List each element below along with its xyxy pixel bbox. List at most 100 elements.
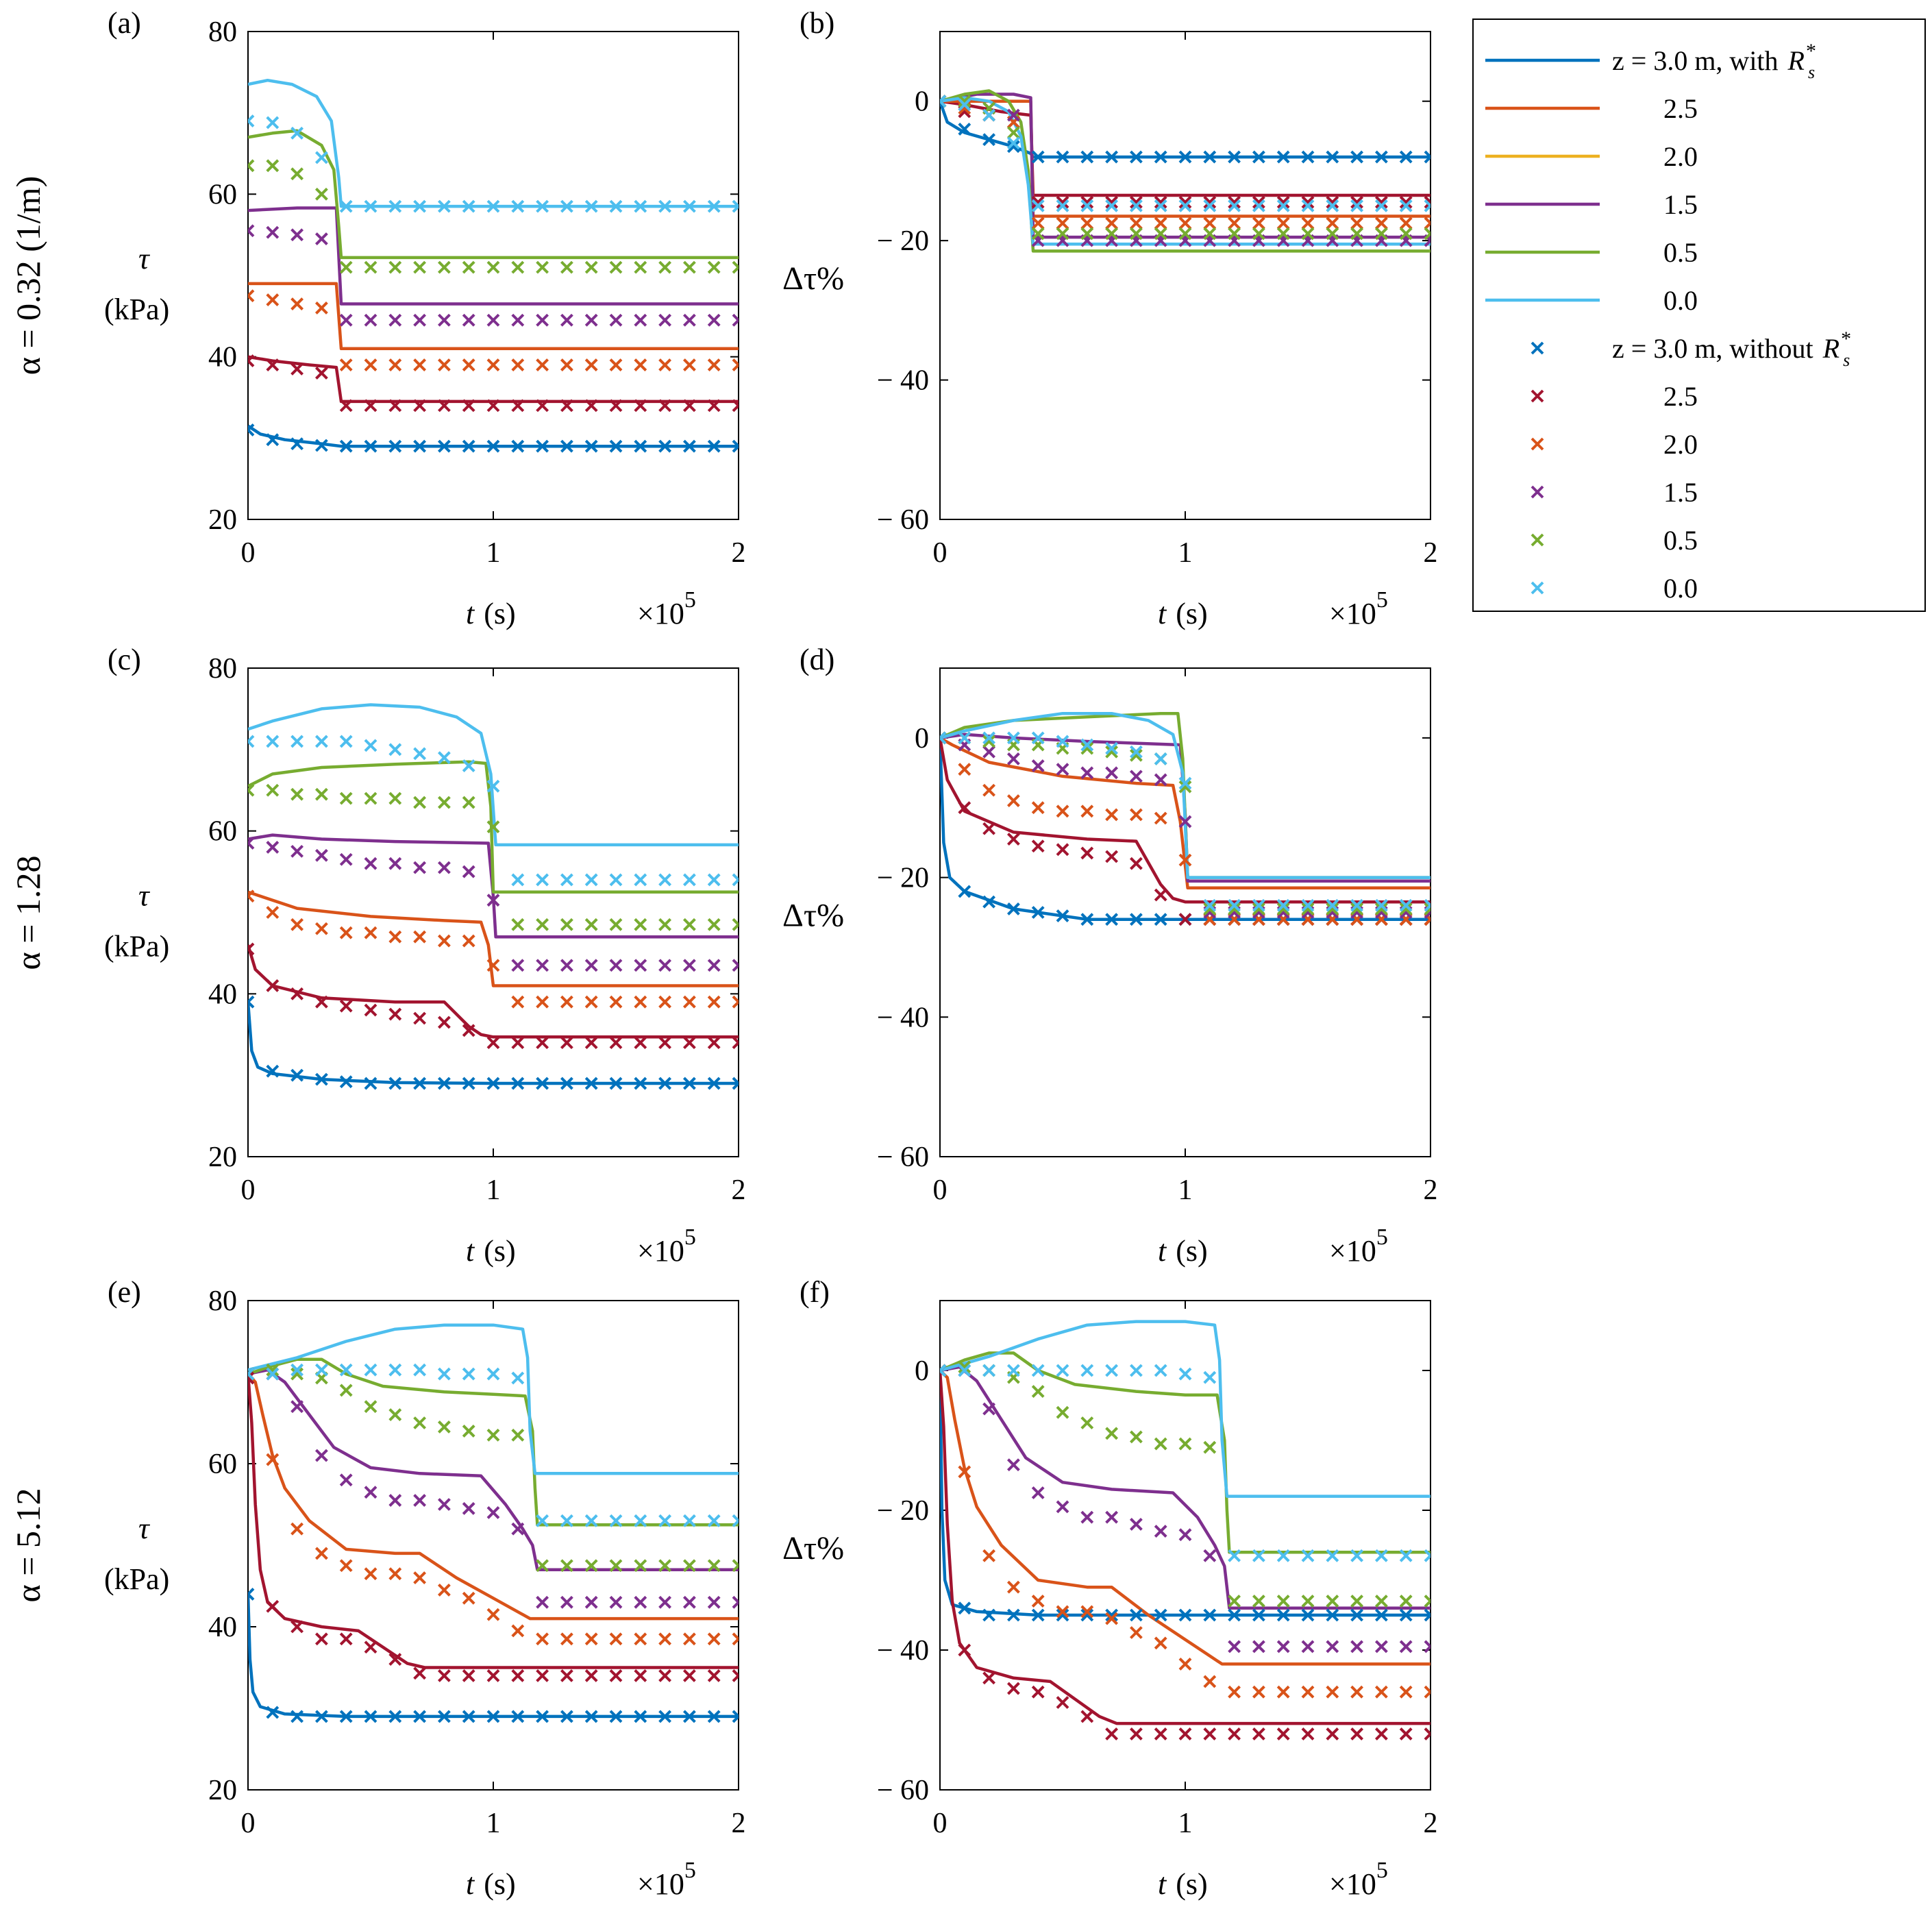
data-marker (1326, 195, 1339, 209)
data-marker (1080, 804, 1094, 818)
legend-item: 2.0 (1531, 429, 1698, 460)
marker-stroke (1129, 227, 1143, 241)
data-marker (1374, 1640, 1388, 1653)
data-marker (584, 1710, 598, 1723)
marker-stroke (511, 995, 525, 1009)
marker-stroke (1424, 917, 1431, 926)
data-marker (1301, 195, 1315, 209)
data-marker (314, 1072, 328, 1086)
marker-stroke (1006, 752, 1020, 765)
marker-stroke (1056, 1364, 1069, 1377)
y-tick-label: − 40 (877, 365, 929, 397)
marker-stroke (1178, 195, 1192, 209)
data-marker (1006, 902, 1020, 915)
data-marker (707, 995, 721, 1009)
data-marker (536, 1669, 549, 1682)
data-marker (658, 995, 672, 1009)
marker-stroke (1252, 1595, 1265, 1608)
data-marker (1080, 1608, 1094, 1622)
data-marker (364, 1710, 377, 1723)
y-tick-label: 80 (208, 16, 237, 48)
data-marker (1056, 1405, 1069, 1419)
marker-stroke (682, 995, 696, 1009)
marker-stroke (462, 199, 475, 213)
data-marker (1006, 794, 1020, 807)
marker-stroke (1228, 1685, 1241, 1699)
marker-stroke (248, 1376, 255, 1385)
data-marker (1374, 1549, 1388, 1562)
marker-stroke (511, 399, 525, 413)
x-tick-label: 0 (241, 1174, 256, 1206)
marker-stroke (1178, 227, 1192, 241)
marker-stroke (584, 313, 598, 327)
marker-stroke (462, 260, 475, 274)
marker-stroke (511, 1624, 525, 1638)
data-marker (1326, 1595, 1339, 1608)
data-marker (413, 930, 427, 944)
marker-stroke (1129, 913, 1143, 926)
x-axis-symbol: t (1158, 1234, 1167, 1268)
data-marker (1080, 741, 1094, 755)
marker-stroke (732, 1673, 739, 1682)
data-marker (486, 779, 500, 793)
data-marker (982, 108, 996, 122)
data-marker (1031, 1364, 1045, 1377)
data-marker (707, 1036, 721, 1050)
data-marker (609, 1036, 623, 1050)
marker-stroke (413, 199, 427, 213)
data-marker (1178, 227, 1192, 241)
marker-stroke (682, 1710, 696, 1723)
x-multiplier: ×105 (637, 1858, 696, 1901)
data-marker (462, 1077, 475, 1090)
marker-stroke (1424, 1690, 1431, 1699)
marker-stroke (707, 313, 721, 327)
data-marker (1228, 902, 1241, 915)
data-marker (1178, 776, 1192, 790)
data-marker (1154, 1437, 1167, 1451)
marker-stroke (560, 313, 573, 327)
data-marker (1031, 1608, 1045, 1622)
marker-stroke (462, 759, 475, 773)
marker-stroke (560, 439, 573, 453)
marker-stroke (511, 439, 525, 453)
data-marker (248, 289, 255, 303)
marker-stroke (1424, 217, 1431, 225)
marker-stroke (536, 918, 549, 931)
data-marker (1006, 1458, 1020, 1472)
data-marker (364, 1363, 377, 1377)
data-marker (462, 1367, 475, 1381)
marker-stroke (1228, 1640, 1241, 1653)
marker-stroke (486, 959, 500, 972)
marker-stroke (290, 1363, 304, 1377)
marker-stroke (560, 1595, 573, 1609)
marker-stroke (1399, 898, 1413, 912)
marker-stroke (560, 1710, 573, 1723)
data-marker (1056, 199, 1069, 212)
data-marker (1301, 1640, 1315, 1653)
data-marker (248, 159, 255, 173)
marker-stroke (314, 922, 328, 935)
marker-stroke (314, 1632, 328, 1646)
data-marker (958, 885, 971, 898)
marker-stroke (1056, 1696, 1069, 1709)
data-marker (732, 959, 739, 972)
marker-stroke (634, 199, 647, 213)
data-marker (1178, 853, 1192, 867)
marker-stroke (266, 293, 280, 307)
data-marker (486, 399, 500, 413)
marker-stroke (462, 865, 475, 878)
data-marker (1399, 898, 1413, 912)
marker-stroke (486, 1036, 500, 1050)
marker-stroke (1129, 199, 1143, 212)
marker-stroke (1105, 745, 1119, 759)
marker-stroke (1129, 748, 1143, 762)
marker-stroke (536, 995, 549, 1009)
marker-stroke (462, 1367, 475, 1381)
marker-stroke (339, 852, 353, 866)
marker-stroke (364, 1400, 377, 1414)
legend-marker-swatch (1531, 389, 1544, 403)
marker-stroke (732, 873, 739, 882)
marker-stroke (1276, 1727, 1290, 1741)
marker-stroke (560, 918, 573, 931)
data-marker (1203, 1440, 1217, 1454)
